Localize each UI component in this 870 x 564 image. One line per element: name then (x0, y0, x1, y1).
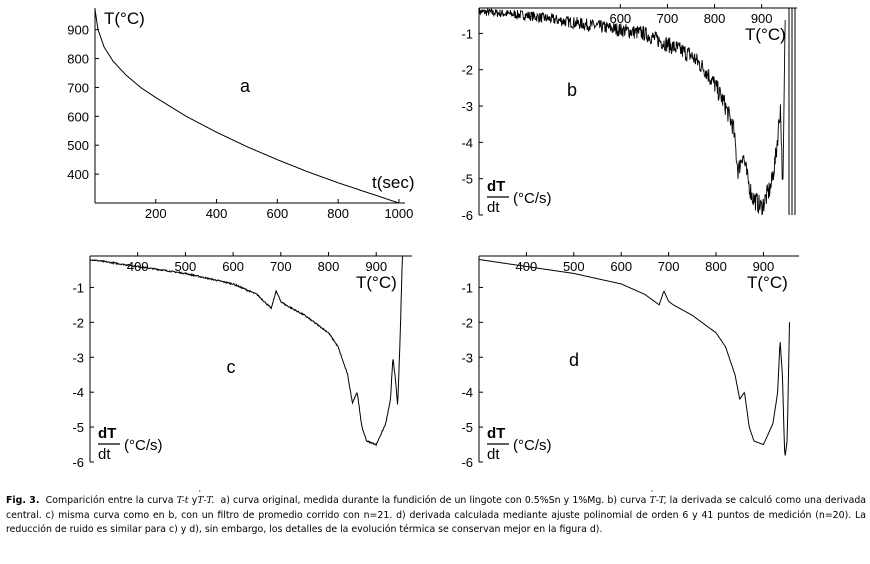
x-tick-label: 1000 (384, 206, 413, 221)
y-tick-label: -1 (72, 280, 84, 295)
x-tick-label: 900 (751, 11, 773, 26)
y-axis-label-numerator: dT (98, 425, 116, 442)
x-tick-label: 700 (270, 259, 292, 274)
x-tick-label: 200 (145, 206, 167, 221)
caption-var-3: -T. (203, 495, 215, 506)
y-tick-label: 900 (67, 23, 89, 38)
caption-text-4: la derivada se calculó como una derivada… (6, 495, 867, 536)
y-axis-label: T(°C) (104, 9, 145, 28)
data-series-line (89, 255, 403, 447)
data-series-line (478, 7, 786, 216)
caption-text-3: a) curva original, medida durante la fun… (220, 495, 647, 506)
y-tick-label: 500 (67, 138, 89, 153)
figure-caption: Fig. 3. Comparición entre la curva T-t y… (6, 485, 867, 538)
y-tick-label: -3 (461, 99, 473, 114)
x-tick-label: 800 (318, 259, 340, 274)
x-axis-label: T(°C) (356, 273, 397, 292)
caption-var-5: -T, (655, 495, 667, 506)
x-tick-label: 900 (753, 259, 775, 274)
y-tick-label: -4 (461, 385, 473, 400)
y-axis-label-unit: (°C/s) (124, 437, 163, 454)
y-tick-label: -4 (461, 135, 473, 150)
y-tick-label: -2 (461, 63, 473, 78)
y-tick-label: -3 (72, 350, 84, 365)
y-tick-label: -1 (461, 280, 473, 295)
x-tick-label: 700 (658, 259, 680, 274)
y-tick-label: -6 (72, 455, 84, 470)
x-tick-label: 500 (175, 259, 197, 274)
caption-text-1: Comparición entre la curva (45, 495, 174, 506)
panel-letter: c (227, 357, 236, 377)
chart-panel-b: 600 700 800 900 -1 -2 -3 -4 -5 -6 b T(°C) dT dt (°C/s) (461, 4, 797, 223)
caption-fig-number: Fig. 3. (6, 495, 40, 506)
y-tick-label: -6 (461, 208, 473, 223)
panel-letter: d (569, 350, 579, 370)
y-tick-label: -1 (461, 26, 473, 41)
x-tick-label: 600 (267, 206, 289, 221)
caption-var-2: T (197, 485, 203, 509)
y-tick-label: 600 (67, 109, 89, 124)
y-axis-label-numerator: dT (487, 178, 505, 195)
y-tick-label: -2 (461, 315, 473, 330)
y-tick-label: -2 (72, 315, 84, 330)
y-tick-label: -5 (461, 172, 473, 187)
x-tick-label: 600 (609, 11, 631, 26)
x-axis-label: t(sec) (372, 173, 415, 192)
x-axis-label: T(°C) (745, 25, 786, 44)
figure-plots: 200 400 600 800 1000 400 500 600 700 800 900 a t(sec… (67, 4, 799, 470)
caption-var-4: T (650, 485, 656, 509)
x-tick-label: 600 (222, 259, 244, 274)
y-axis-label-unit: (°C/s) (513, 190, 552, 207)
y-tick-label: 400 (67, 167, 89, 182)
panel-letter: b (567, 80, 577, 100)
y-tick-label: -3 (461, 350, 473, 365)
data-series-line (94, 9, 400, 204)
y-tick-label: 800 (67, 52, 89, 67)
caption-text-2: y (191, 495, 198, 506)
y-axis-label-numerator: dT (487, 425, 505, 442)
chart-panel-d: 400 500 600 700 800 900-1-2-3-4-5-6dT(°C)dTdt… (461, 252, 799, 470)
x-tick-label: 600 (610, 259, 632, 274)
data-series-line (478, 259, 790, 456)
y-tick-label: -6 (461, 455, 473, 470)
x-tick-label: 400 (206, 206, 228, 221)
x-tick-label: 900 (365, 259, 387, 274)
y-tick-label: -5 (461, 420, 473, 435)
panel-letter: a (240, 76, 251, 96)
x-axis-label: T(°C) (747, 273, 788, 292)
chart-panel-a: 200 400 600 800 1000 400 500 600 700 800 900 a t(sec… (67, 8, 415, 221)
x-tick-label: 800 (704, 11, 726, 26)
caption-var-1: T-t (176, 495, 189, 506)
y-tick-label: 700 (67, 80, 89, 95)
y-axis-label-denominator: dt (98, 446, 111, 463)
chart-panel-c: 400 500 600 700 800 900-1-2-3-4-5-6cT(°C)dTdt… (72, 252, 412, 470)
y-tick-label: -4 (72, 385, 84, 400)
x-tick-label: 800 (705, 259, 727, 274)
x-tick-label: 700 (657, 11, 679, 26)
x-tick-label: 500 (563, 259, 585, 274)
y-axis-label-denominator: dt (487, 199, 500, 216)
y-axis-label-unit: (°C/s) (513, 437, 552, 454)
x-tick-label: 800 (327, 206, 349, 221)
y-axis-label-denominator: dt (487, 446, 500, 463)
y-tick-label: -5 (72, 420, 84, 435)
